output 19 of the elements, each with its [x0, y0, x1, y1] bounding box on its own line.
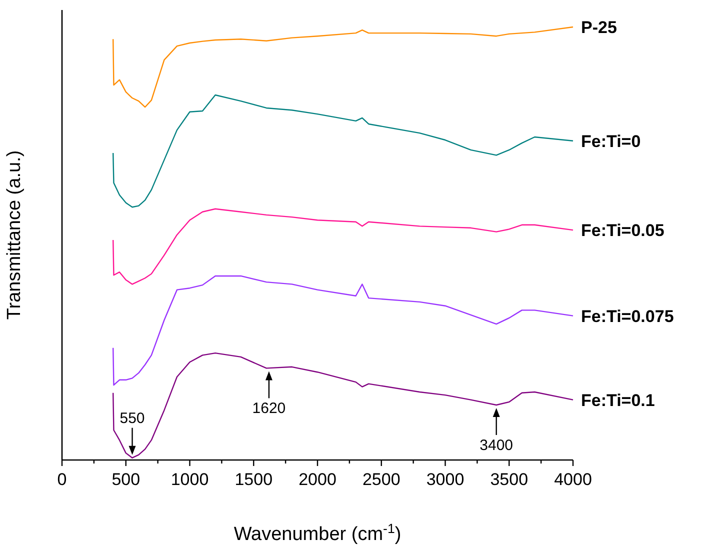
x-tick-label: 3000 — [426, 470, 464, 489]
series-label: Fe:Ti=0.1 — [581, 390, 655, 410]
x-tick-label: 1000 — [170, 470, 209, 489]
annotation: 3400 — [480, 437, 514, 454]
annotation: 1620 — [252, 400, 286, 418]
x-tick-label: 4000 — [554, 470, 592, 489]
x-tick-label: 1500 — [234, 470, 273, 489]
x-tick-label: 500 — [112, 470, 140, 489]
x-axis-title: Wavenumber (cm$^{-1}$) — [234, 520, 402, 545]
x-tick-label: 3500 — [490, 470, 528, 489]
y-axis-title: Transmittance (a.u.) — [4, 150, 25, 320]
series-label: Fe:Ti=0.075 — [581, 306, 674, 326]
series-label: Fe:Ti=0 — [581, 132, 641, 151]
x-tick-label: 2000 — [298, 470, 336, 489]
x-tick-label: 0 — [57, 470, 67, 489]
series-label: Fe:Ti=0.05 — [581, 221, 664, 240]
series-label: P-25 — [581, 18, 617, 37]
x-tick-label: 2500 — [362, 470, 400, 489]
annotation: 550 — [120, 410, 145, 427]
